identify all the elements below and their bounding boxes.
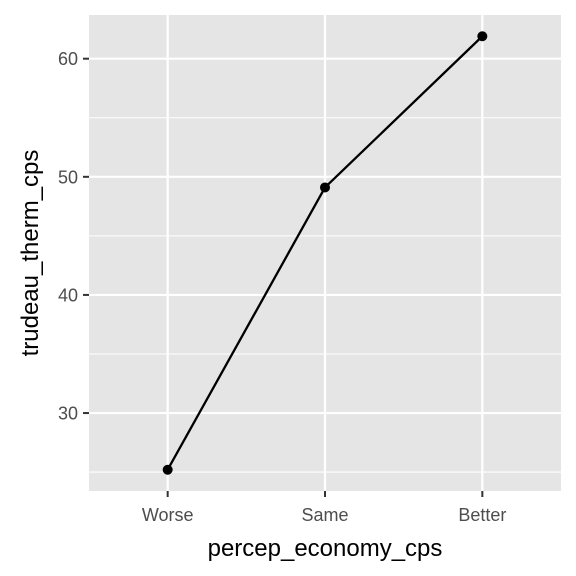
y-tick-label: 40	[58, 285, 78, 305]
data-point	[477, 31, 487, 41]
y-tick-label: 50	[58, 167, 78, 187]
y-axis-title: trudeau_therm_cps	[17, 150, 44, 357]
x-tick-label: Better	[458, 505, 506, 525]
x-tick-label: Worse	[142, 505, 194, 525]
y-tick-label: 30	[58, 404, 78, 424]
data-point	[163, 465, 173, 475]
y-tick-label: 60	[58, 49, 78, 69]
x-axis-title: percep_economy_cps	[208, 535, 443, 562]
data-point	[320, 182, 330, 192]
x-tick-label: Same	[301, 505, 348, 525]
